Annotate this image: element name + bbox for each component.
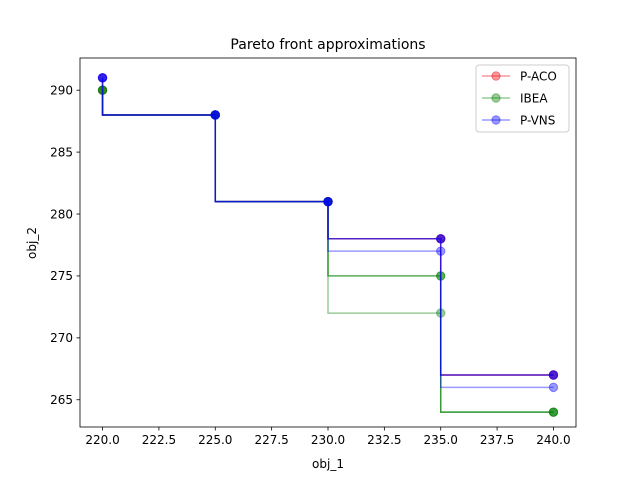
data-point-ibea-run-1-5 <box>548 407 559 417</box>
y-tick-label: 280 <box>50 207 73 221</box>
x-axis-label: obj_1 <box>312 457 344 471</box>
data-point-ibea-run-2-3 <box>323 196 333 207</box>
data-point-p-vns-run-2-3 <box>323 196 333 207</box>
data-point-p-aco-run-2-1 <box>97 85 108 95</box>
series-line-ibea-run-3 <box>101 90 554 413</box>
data-point-p-vns-run-1-4 <box>436 234 446 244</box>
data-point-ibea-run-3-5 <box>548 407 559 417</box>
legend-box <box>475 64 570 133</box>
data-point-p-aco-run-2-4 <box>436 234 446 244</box>
legend-marker-p-aco <box>491 71 501 81</box>
data-point-p-vns-run-3-2 <box>210 110 220 120</box>
data-point-ibea-run-3-4 <box>436 271 446 281</box>
data-point-p-vns-run-2-1 <box>97 73 108 83</box>
data-point-p-vns-run-2-5 <box>548 382 559 393</box>
data-point-ibea-run-3-1 <box>97 85 108 95</box>
x-tick-label: 230.0 <box>311 433 345 447</box>
data-point-ibea-run-1-1 <box>97 85 108 95</box>
data-point-p-aco-run-1-5 <box>548 370 559 380</box>
data-point-ibea-run-2-2 <box>210 110 220 120</box>
series-line-p-vns-run-1 <box>101 77 554 376</box>
series-line-ibea-run-2 <box>101 90 554 413</box>
x-tick-label: 225.0 <box>198 433 232 447</box>
x-tick-label: 240.0 <box>536 433 570 447</box>
data-point-ibea-run-2-5 <box>548 407 559 417</box>
y-tick-label: 265 <box>50 393 73 407</box>
legend: P-ACO IBEA P-VNS <box>475 64 570 133</box>
plot-area <box>97 73 559 417</box>
data-point-p-aco-run-2-5 <box>548 370 559 380</box>
x-tick-label: 220.0 <box>85 433 119 447</box>
x-tick-label: 222.5 <box>142 433 176 447</box>
data-point-ibea-run-1-4 <box>436 271 446 281</box>
data-point-p-aco-run-2-3 <box>323 196 333 207</box>
chart-title: Pareto front approximations <box>230 37 425 53</box>
y-tick-label: 285 <box>50 145 73 159</box>
y-tick-label: 270 <box>50 331 73 345</box>
data-point-p-vns-run-3-3 <box>323 196 333 207</box>
x-tick-label: 237.5 <box>480 433 514 447</box>
data-point-p-aco-run-2-2 <box>210 110 220 120</box>
legend-label-ibea: IBEA <box>520 91 548 105</box>
data-point-p-vns-run-2-4 <box>436 246 446 256</box>
data-point-ibea-run-2-1 <box>97 85 108 95</box>
data-point-ibea-run-2-4 <box>436 308 446 318</box>
legend-label-p-vns: P-VNS <box>520 113 555 127</box>
legend-marker-p-vns <box>491 115 501 125</box>
data-point-p-aco-run-1-4 <box>436 234 446 244</box>
data-point-p-vns-run-1-3 <box>323 196 333 207</box>
y-tick-label: 275 <box>50 269 73 283</box>
series-line-p-aco-run-1 <box>101 77 554 376</box>
data-point-p-vns-run-2-2 <box>210 110 220 120</box>
data-point-p-vns-run-1-1 <box>97 73 108 83</box>
x-tick-label: 235.0 <box>424 433 458 447</box>
data-point-p-vns-run-3-1 <box>97 73 108 83</box>
data-point-p-aco-run-1-1 <box>97 73 108 83</box>
series-line-p-vns-run-3 <box>101 77 554 376</box>
x-tick-label: 227.5 <box>254 433 288 447</box>
data-point-p-vns-run-3-5 <box>548 370 559 380</box>
data-point-ibea-run-1-2 <box>210 110 220 120</box>
data-point-ibea-run-3-2 <box>210 110 220 120</box>
y-tick-label: 290 <box>50 83 73 97</box>
y-axis-label: obj_2 <box>25 227 39 259</box>
series-line-p-vns-run-2 <box>101 77 554 389</box>
series-line-p-aco-run-2 <box>101 90 554 376</box>
axes: 220.0 222.5 225.0 227.5 230.0 232.5 235.0 237.5… <box>50 57 577 447</box>
data-point-p-vns-run-1-5 <box>548 370 559 380</box>
data-point-p-aco-run-1-3 <box>323 196 333 207</box>
legend-marker-ibea <box>491 93 501 103</box>
data-point-p-vns-run-1-2 <box>210 110 220 120</box>
data-point-p-aco-run-1-2 <box>210 110 220 120</box>
data-point-ibea-run-3-3 <box>323 196 333 207</box>
x-tick-label: 232.5 <box>367 433 401 447</box>
data-point-p-vns-run-3-4 <box>436 234 446 244</box>
data-point-ibea-run-1-3 <box>323 196 333 207</box>
legend-label-p-aco: P-ACO <box>520 69 557 83</box>
series-line-ibea-run-1 <box>101 90 554 413</box>
